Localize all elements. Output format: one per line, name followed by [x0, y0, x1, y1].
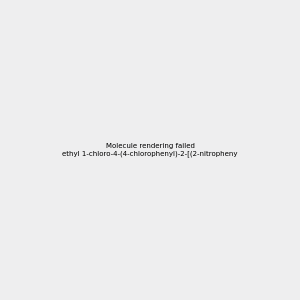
- Text: Molecule rendering failed
ethyl 1-chloro-4-(4-chlorophenyl)-2-[(2-nitropheny: Molecule rendering failed ethyl 1-chloro…: [62, 143, 238, 157]
